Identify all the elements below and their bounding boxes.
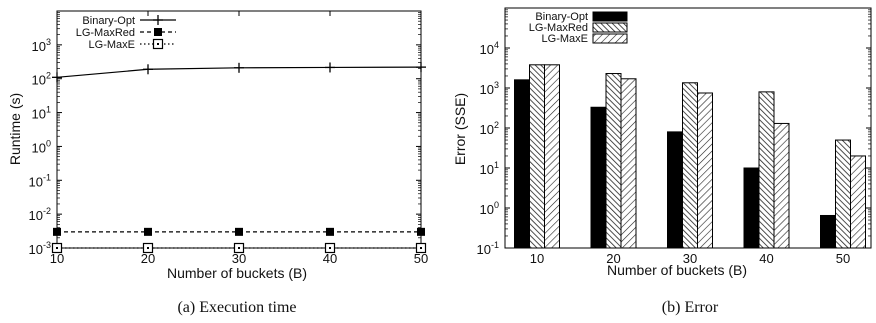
error-x-tick-label: 10: [530, 251, 544, 266]
data-point-lg-maxe: [142, 242, 154, 254]
error-y-tick-label: 10-1: [477, 240, 499, 257]
bar-lg-maxred: [682, 82, 698, 249]
legend-swatch-lg-maxred: [592, 22, 628, 33]
runtime-y-tick-label: 100: [32, 138, 51, 155]
legend-label-lg-maxred: LG-MaxRed: [76, 27, 135, 39]
error-y-axis-label: Error (SSE): [452, 93, 468, 165]
bar-lg-maxe: [697, 92, 713, 249]
data-point-lg-maxred: [235, 227, 243, 236]
data-point-lg-maxred: [144, 227, 152, 236]
bar-binary-opt: [590, 106, 607, 249]
runtime-y-tick-label: 10-1: [29, 172, 51, 189]
data-point-binary-opt: [52, 72, 62, 83]
bar-lg-maxe: [773, 122, 790, 249]
error-x-tick-label: 40: [759, 251, 773, 266]
legend-label-binary-opt: Binary-Opt: [82, 15, 135, 27]
legend-label-lg-maxe: LG-MaxE: [89, 39, 135, 51]
runtime-y-tick-label: 101: [32, 105, 51, 122]
data-point-binary-opt: [234, 62, 244, 73]
data-point-lg-maxred: [326, 227, 334, 236]
error-y-tick-label: 101: [480, 160, 499, 177]
runtime-x-tick-label: 10: [50, 251, 64, 266]
error-y-tick-label: 100: [480, 200, 499, 217]
legend-marker-lg-maxe: [152, 38, 164, 50]
runtime-chart: 10-3 10-2 10-1 100 101 102 103 10 20 30 40 50 Bina…: [7, 10, 428, 316]
error-y-tick-label: 102: [480, 120, 499, 137]
bar-binary-opt: [820, 214, 836, 249]
legend-swatch-lg-maxe: [592, 33, 628, 44]
runtime-x-tick-label: 20: [141, 251, 155, 266]
bar-lg-maxred: [605, 73, 622, 249]
error-x-axis-label: Number of buckets (B): [607, 262, 747, 278]
data-point-lg-maxe: [233, 242, 245, 254]
runtime-x-axis-label: Number of buckets (B): [167, 265, 307, 281]
data-point-lg-maxred: [417, 227, 425, 236]
error-y-tick-label: 103: [480, 80, 499, 97]
runtime-y-tick-label: 102: [32, 71, 51, 88]
data-point-lg-maxred: [53, 227, 61, 236]
bar-lg-maxred: [529, 64, 545, 249]
runtime-x-tick-label: 40: [323, 251, 337, 266]
bar-lg-maxe: [850, 155, 866, 249]
error-x-tick-label: 30: [683, 251, 697, 266]
bar-binary-opt: [514, 79, 530, 249]
data-point-lg-maxe: [415, 242, 427, 254]
runtime-y-tick-label: 10-2: [29, 206, 51, 223]
bar-binary-opt: [667, 131, 683, 249]
bar-lg-maxe: [620, 78, 637, 249]
error-x-tick-label: 20: [606, 251, 620, 266]
runtime-y-tick-label: 103: [32, 37, 51, 54]
error-caption: (b) Error: [662, 299, 719, 316]
data-point-lg-maxe: [324, 242, 336, 254]
runtime-x-tick-label: 50: [414, 251, 428, 266]
runtime-y-axis-label: Runtime (s): [7, 93, 23, 165]
bar-binary-opt: [743, 167, 760, 249]
runtime-x-tick-label: 30: [232, 251, 246, 266]
bar-lg-maxred: [835, 139, 851, 249]
bar-lg-maxred: [758, 91, 775, 249]
runtime-caption: (a) Execution time: [177, 299, 296, 316]
bar-lg-maxe: [544, 64, 560, 249]
data-point-binary-opt: [416, 62, 426, 73]
data-point-binary-opt: [325, 62, 335, 73]
runtime-y-tick-label: 10-3: [29, 240, 51, 257]
error-x-tick-label: 50: [836, 251, 850, 266]
legend-label-lg-maxe: LG-MaxE: [542, 33, 588, 45]
error-chart: 10-1 100 101 102 103 104 10 20 30 40 50 Binary-Op…: [452, 7, 872, 316]
legend-label-binary-opt: Binary-Opt: [535, 11, 588, 23]
legend-swatch-binary-opt: [592, 11, 628, 22]
legend-label-lg-maxred: LG-MaxRed: [529, 22, 588, 34]
legend-marker-binary-opt: [153, 15, 163, 25]
data-point-binary-opt: [143, 64, 153, 75]
legend-marker-lg-maxred: [154, 28, 162, 36]
data-point-lg-maxe: [51, 242, 63, 254]
error-y-tick-label: 104: [480, 40, 499, 57]
